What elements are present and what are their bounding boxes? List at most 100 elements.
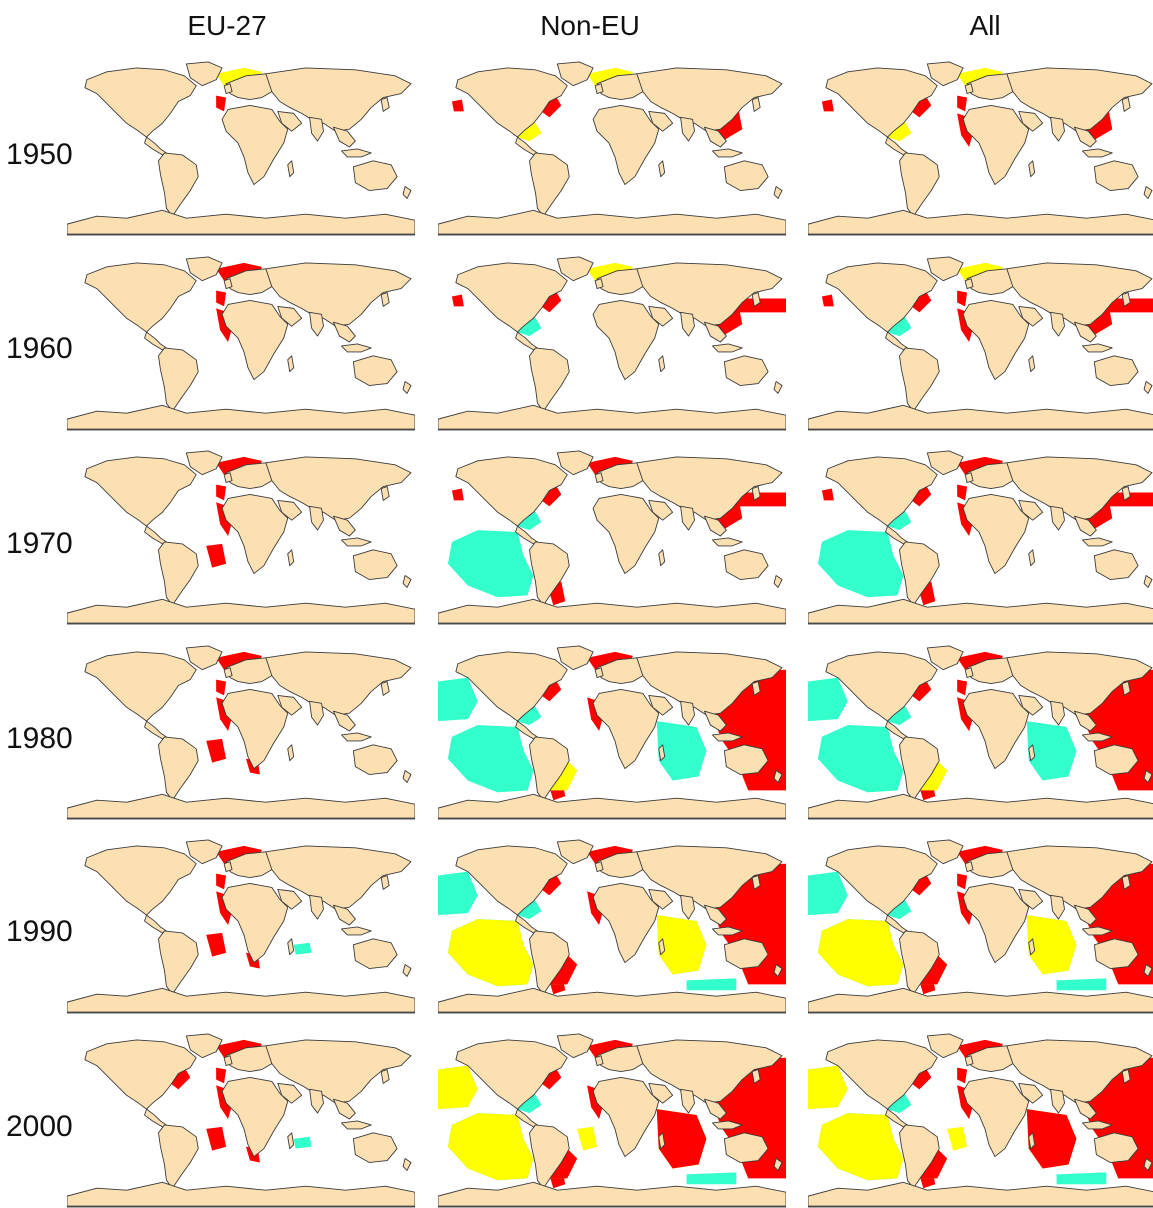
fishing-area-high <box>216 484 227 501</box>
landmass-uk <box>964 1055 974 1067</box>
landmass-indonesia <box>711 537 743 547</box>
landmass-arabia <box>648 110 674 132</box>
landmass-uk <box>964 472 974 484</box>
fishing-area-low <box>817 725 904 793</box>
landmass-uk <box>964 667 974 679</box>
landmass-indonesia <box>1081 537 1113 547</box>
landmass-seAsia <box>333 710 356 732</box>
fishing-area-low <box>656 721 707 781</box>
landmass-greenland <box>185 1033 223 1059</box>
fishing-area-medium <box>447 1113 534 1181</box>
landmass-japan <box>380 486 390 501</box>
landmass-africa <box>962 1077 1030 1158</box>
fishing-area-medium <box>1026 915 1077 975</box>
landmass-nz <box>773 1158 783 1171</box>
fishing-area-high <box>451 294 464 307</box>
landmass-asia <box>265 651 412 716</box>
landmass-uk <box>223 1055 233 1067</box>
landmass-greenland <box>556 1033 594 1059</box>
landmass-japan <box>751 875 761 890</box>
landmass-india <box>309 700 324 726</box>
landmass-japan <box>1121 1069 1131 1084</box>
fishing-area-high <box>216 1067 227 1084</box>
fishing-area-high <box>451 488 464 501</box>
landmass-india <box>1050 1088 1065 1114</box>
world-map <box>67 1033 415 1208</box>
landmass-northAmerica <box>455 651 568 722</box>
landmass-northAmerica <box>84 845 197 916</box>
landmass-india <box>680 700 695 726</box>
landmass-northAmerica <box>455 845 568 916</box>
landmass-japan <box>380 292 390 307</box>
fishing-area-low <box>1056 978 1107 991</box>
map-panel-all-1970 <box>808 447 1153 625</box>
landmass-indonesia <box>711 926 743 936</box>
landmass-seAsia <box>333 515 356 537</box>
landmass-arabia <box>1018 694 1044 716</box>
landmass-europe <box>966 657 1020 684</box>
landmass-indonesia <box>340 537 372 547</box>
landmass-nz <box>402 1158 412 1171</box>
landmass-indonesia <box>1081 148 1113 158</box>
world-map <box>808 839 1153 1014</box>
landmass-northAmerica <box>455 262 568 333</box>
landmass-asia <box>265 456 412 521</box>
landmass-arabia <box>277 110 303 132</box>
landmass-asia <box>265 262 412 327</box>
landmass-arabia <box>277 1082 303 1104</box>
landmass-southAmerica <box>899 541 940 606</box>
landmass-centralAmerica <box>144 525 167 545</box>
landmass-antarctica <box>438 1181 786 1207</box>
landmass-uk <box>594 861 604 873</box>
world-map <box>438 1033 786 1208</box>
landmass-nz <box>1143 186 1153 199</box>
landmass-asia <box>265 1039 412 1104</box>
landmass-indonesia <box>1081 732 1113 742</box>
landmass-antarctica <box>808 209 1153 235</box>
landmass-japan <box>380 97 390 112</box>
landmass-nz <box>1143 575 1153 588</box>
landmass-antarctica <box>67 598 415 624</box>
landmass-asia <box>1006 845 1153 910</box>
landmass-southAmerica <box>899 347 940 412</box>
landmass-europe <box>225 268 279 295</box>
landmass-madagascar <box>658 1132 666 1150</box>
landmass-indonesia <box>711 148 743 158</box>
fishing-area-medium <box>808 1065 848 1110</box>
row-label-1960: 1960 <box>6 332 73 365</box>
landmass-australia <box>1093 355 1139 386</box>
fishing-area-low <box>438 677 478 722</box>
landmass-northAmerica <box>825 845 938 916</box>
landmass-australia <box>352 549 398 580</box>
landmass-madagascar <box>287 549 295 567</box>
fishing-area-high <box>206 932 227 957</box>
landmass-seAsia <box>333 1098 356 1120</box>
landmass-antarctica <box>808 1181 1153 1207</box>
map-panel-eu27-1980 <box>67 642 415 820</box>
fishing-area-low <box>1026 721 1077 781</box>
world-map <box>67 450 415 625</box>
landmass-nz <box>402 770 412 783</box>
landmass-greenland <box>556 450 594 476</box>
landmass-centralAmerica <box>144 331 167 351</box>
landmass-nz <box>1143 770 1153 783</box>
landmass-africa <box>221 300 289 381</box>
landmass-europe <box>596 1045 650 1072</box>
landmass-arabia <box>1018 305 1044 327</box>
landmass-nz <box>773 575 783 588</box>
landmass-japan <box>751 681 761 696</box>
world-map <box>67 61 415 236</box>
landmass-europe <box>966 1045 1020 1072</box>
fishing-area-high <box>216 873 227 890</box>
world-map <box>438 61 786 236</box>
fishing-area-low <box>1056 1172 1107 1185</box>
landmass-india <box>1050 700 1065 726</box>
landmass-europe <box>225 657 279 684</box>
landmass-australia <box>723 549 769 580</box>
landmass-europe <box>966 268 1020 295</box>
landmass-greenland <box>926 1033 964 1059</box>
fishing-area-high <box>206 543 227 568</box>
map-panel-noneu-1950 <box>438 58 786 236</box>
landmass-southAmerica <box>158 541 199 606</box>
world-map <box>438 839 786 1014</box>
